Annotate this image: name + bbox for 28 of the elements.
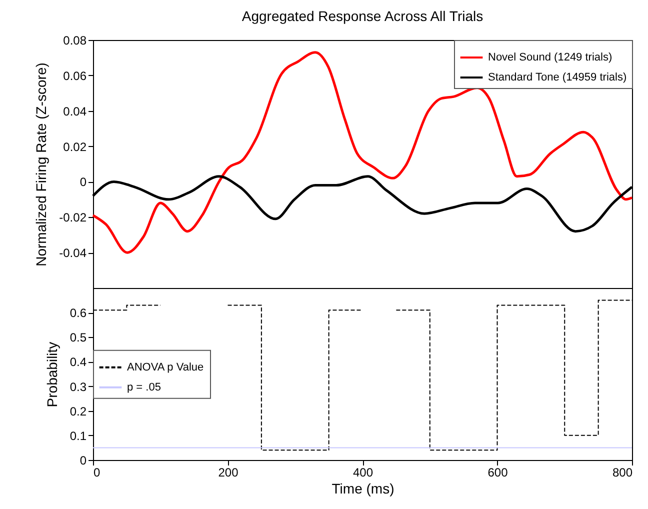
legend-label: p = .05 <box>127 381 161 394</box>
y-tick-label: 0.04 <box>63 104 87 118</box>
y-tick-label: 0.1 <box>70 428 87 443</box>
y-tick-label: 0.2 <box>70 404 87 418</box>
legend-label: Standard Tone (14959 trials) <box>488 72 627 84</box>
y-tick-label: 0.6 <box>70 306 87 320</box>
x-tick-label: 0 <box>94 466 100 480</box>
y-tick-label: -0.02 <box>59 210 87 225</box>
x-tick-label: 600 <box>488 466 508 480</box>
legend-label: Novel Sound (1249 trials) <box>488 52 612 64</box>
y-axis-title: Probability <box>44 342 60 408</box>
y-tick-label: 0.08 <box>63 34 87 48</box>
y-tick-label: 0.3 <box>70 380 87 394</box>
x-tick-label: 400 <box>352 466 374 480</box>
y-axis-title: Normalized Firing Rate (Z-score) <box>33 62 50 266</box>
x-tick-label: 200 <box>218 466 239 480</box>
y-tick-label: 0.5 <box>70 330 87 345</box>
legend-label: ANOVA p Value <box>127 361 204 374</box>
x-axis-title: Time (ms) <box>332 480 394 496</box>
y-tick-label: 0.02 <box>63 140 87 154</box>
y-tick-label: 0 <box>80 454 87 468</box>
line-series <box>92 51 634 254</box>
chart-title: Aggregated Response Across All Trials <box>242 8 484 24</box>
y-tick-label: 0 <box>80 175 87 190</box>
y-tick-label: 0.4 <box>70 355 87 370</box>
y-tick-label: -0.04 <box>59 246 87 260</box>
y-tick-label: 0.06 <box>63 68 87 83</box>
x-tick-label: 800 <box>612 466 633 480</box>
